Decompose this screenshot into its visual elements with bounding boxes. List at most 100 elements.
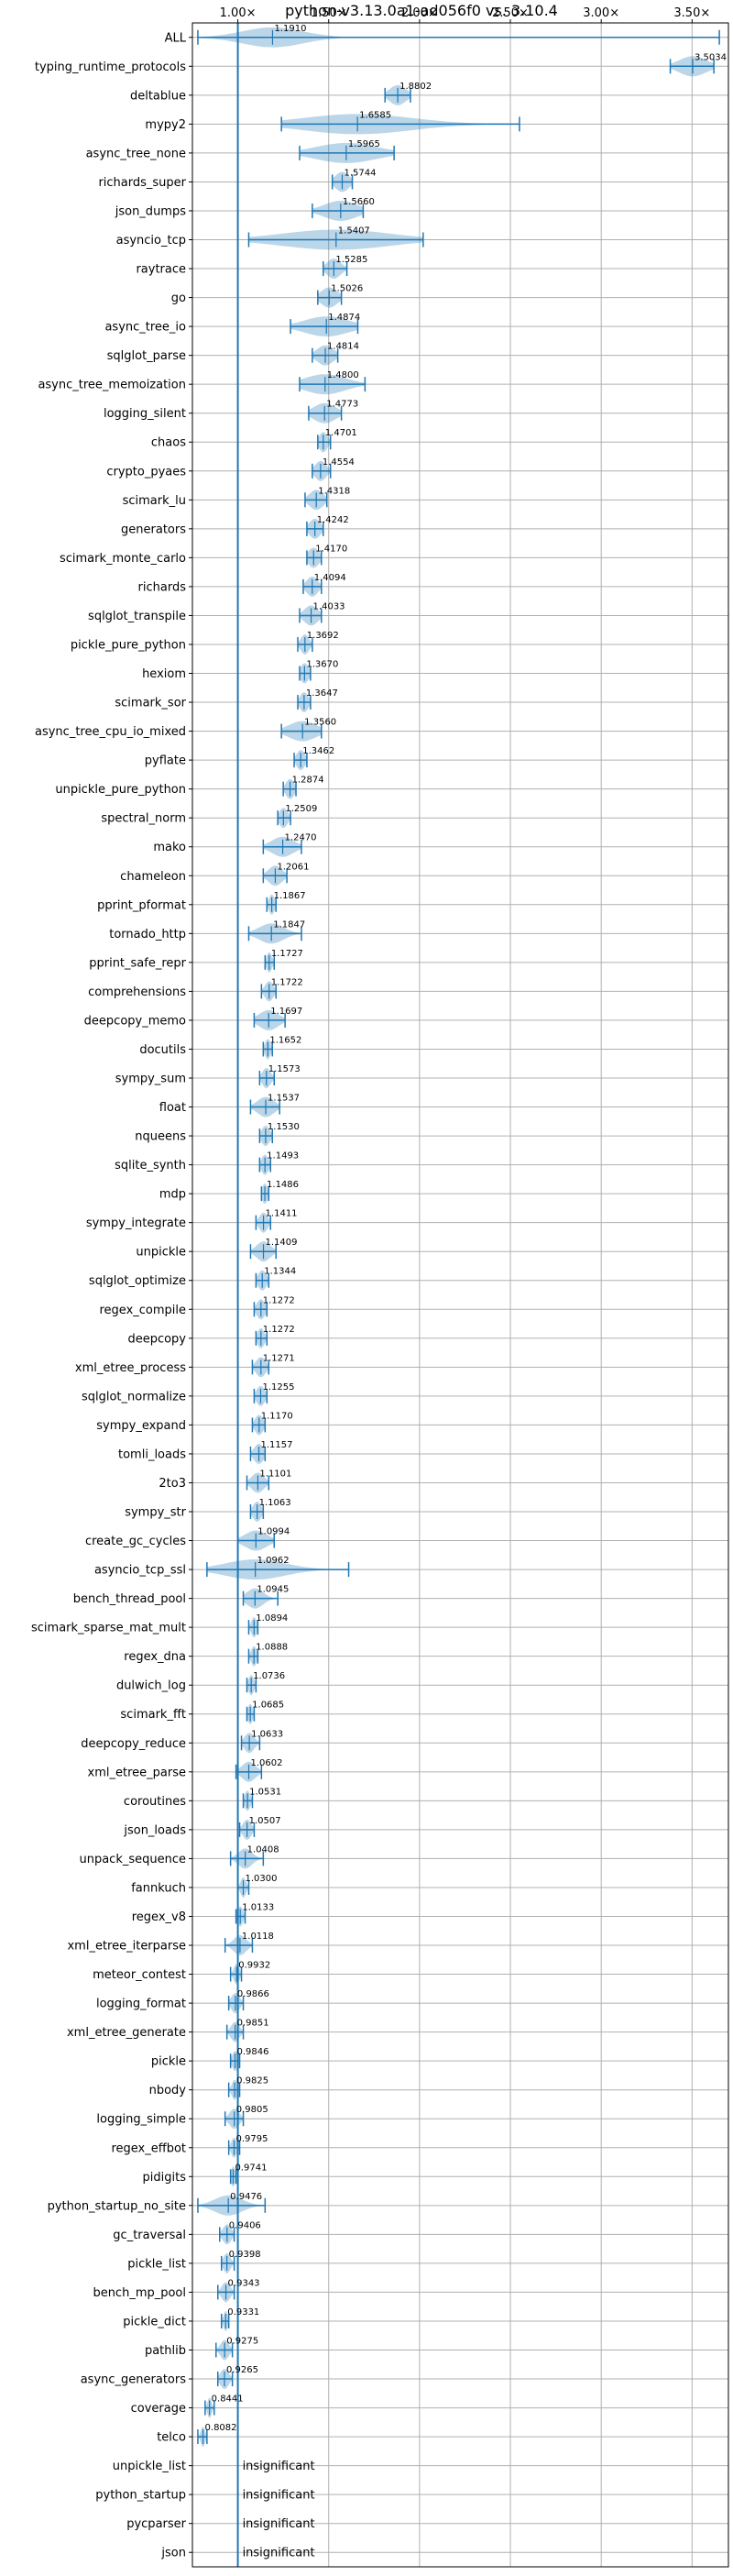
benchmark-label: pidigits [143, 2171, 187, 2185]
value-label: 0.9851 [237, 2019, 269, 2029]
value-label: 1.1652 [269, 1035, 301, 1045]
value-label: 0.9343 [228, 2278, 260, 2288]
value-label: 1.0994 [257, 1527, 290, 1537]
value-label: 0.9805 [236, 2105, 268, 2115]
benchmark-label: coroutines [124, 1795, 186, 1809]
value-label: 1.3462 [302, 746, 334, 756]
value-label: 3.5034 [695, 52, 727, 62]
benchmark-label: deepcopy_reduce [81, 1737, 186, 1751]
value-label: 1.0133 [242, 1902, 274, 1912]
benchmark-label: scimark_lu [123, 494, 186, 508]
benchmark-label: pyflate [145, 754, 186, 768]
benchmark-label: async_generators [81, 2373, 187, 2387]
value-label: 1.8802 [399, 82, 432, 92]
value-label: 0.8082 [205, 2423, 237, 2433]
benchmark-label: meteor_contest [93, 1968, 186, 1982]
value-label: 1.5965 [348, 139, 380, 149]
value-label: 1.0118 [242, 1932, 274, 1942]
benchmark-label: comprehensions [88, 985, 186, 999]
benchmark-label: asyncio_tcp [116, 234, 186, 248]
value-label: 1.4701 [325, 428, 357, 438]
value-label: 1.5285 [335, 255, 367, 265]
value-label: 1.0507 [249, 1816, 281, 1826]
benchmark-label: pickle [151, 2055, 186, 2069]
value-label: 0.9331 [227, 2307, 259, 2317]
benchmark-label: pathlib [145, 2344, 186, 2358]
benchmark-label: pickle_pure_python [71, 638, 186, 652]
benchmark-label: unpickle [136, 1246, 186, 1260]
benchmark-label: telco [157, 2431, 186, 2445]
benchmark-label: bench_mp_pool [93, 2286, 186, 2300]
value-label: 1.1697 [270, 1007, 302, 1017]
value-label: 1.2874 [292, 776, 324, 786]
benchmark-label: regex_dna [124, 1650, 186, 1664]
value-label: 1.0602 [251, 1758, 283, 1768]
value-label: 1.4874 [328, 313, 360, 323]
benchmark-label: sympy_sum [115, 1072, 186, 1085]
value-label: 1.5026 [331, 284, 363, 294]
value-label: 1.1170 [261, 1411, 293, 1421]
benchmark-label: generators [121, 523, 186, 536]
benchmark-label: deepcopy [127, 1332, 186, 1346]
benchmark-label: xml_etree_process [75, 1361, 186, 1375]
benchmark-label: json_loads [123, 1823, 186, 1837]
value-label: 1.1272 [263, 1325, 295, 1335]
insignificant-label: insignificant [243, 2547, 315, 2560]
benchmark-label: async_tree_cpu_io_mixed [35, 725, 186, 739]
benchmark-label: pickle_dict [123, 2315, 186, 2328]
value-label: 1.1722 [271, 977, 303, 987]
benchmark-label: typing_runtime_protocols [35, 61, 186, 74]
grid-lines [192, 23, 728, 2567]
benchmark-label: sympy_str [125, 1506, 186, 1520]
benchmark-label: spectral_norm [101, 812, 186, 826]
value-label: 1.1867 [274, 891, 306, 901]
benchmark-label: scimark_fft [120, 1708, 186, 1722]
value-label: 1.0894 [256, 1613, 288, 1624]
benchmark-label: unpack_sequence [79, 1853, 186, 1866]
value-label: 1.0685 [252, 1701, 284, 1711]
benchmark-label: async_tree_io [104, 321, 186, 335]
plot-frame [191, 22, 729, 2568]
value-label: 1.0633 [251, 1729, 283, 1739]
x-tick-label: 3.00× [583, 6, 619, 20]
benchmark-label: sqlite_synth [115, 1159, 186, 1172]
benchmark-label: tomli_loads [118, 1448, 186, 1461]
benchmark-label: create_gc_cycles [85, 1535, 186, 1548]
benchmark-label: xml_etree_parse [88, 1766, 186, 1779]
benchmark-label: sympy_integrate [86, 1216, 186, 1230]
value-label: 1.1411 [266, 1209, 298, 1219]
value-label: 1.2470 [285, 833, 317, 843]
value-label: 0.9741 [235, 2163, 267, 2173]
insignificant-label: insignificant [243, 2489, 315, 2503]
benchmark-label: async_tree_memoization [38, 379, 186, 392]
value-label: 1.5744 [344, 168, 376, 178]
benchmark-label: async_tree_none [86, 147, 186, 160]
benchmark-label: float [159, 1101, 186, 1115]
value-label: 1.1157 [261, 1440, 293, 1450]
x-tick-label: 1.00× [220, 6, 257, 20]
benchmark-label: unpickle_list [113, 2460, 186, 2473]
benchmark-label: gc_traversal [113, 2229, 186, 2242]
benchmark-label: unpickle_pure_python [55, 783, 186, 797]
value-label: 0.9275 [226, 2336, 258, 2346]
value-label: 0.9825 [236, 2076, 268, 2086]
value-label: 1.4170 [315, 544, 347, 554]
value-label: 1.1271 [263, 1353, 295, 1363]
value-label: 0.9265 [226, 2365, 258, 2375]
value-label: 1.3647 [306, 688, 338, 699]
value-label: 1.1530 [268, 1122, 300, 1132]
value-label: 1.1573 [268, 1064, 301, 1074]
value-label: 0.9476 [230, 2192, 262, 2202]
benchmark-label: tornado_http [109, 928, 186, 941]
value-label: 0.9866 [237, 1989, 269, 1999]
value-label: 1.1255 [262, 1382, 294, 1393]
value-label: 0.9406 [229, 2220, 261, 2230]
insignificant-label: insignificant [243, 2460, 315, 2473]
value-label: 1.4318 [318, 486, 350, 496]
benchmark-label: json [160, 2547, 186, 2560]
x-tick-label: 3.50× [673, 6, 710, 20]
benchmark-label: nqueens [135, 1130, 186, 1144]
value-label: 1.4242 [317, 515, 349, 525]
value-label: 1.1101 [259, 1469, 291, 1479]
value-label: 1.1344 [264, 1267, 296, 1277]
